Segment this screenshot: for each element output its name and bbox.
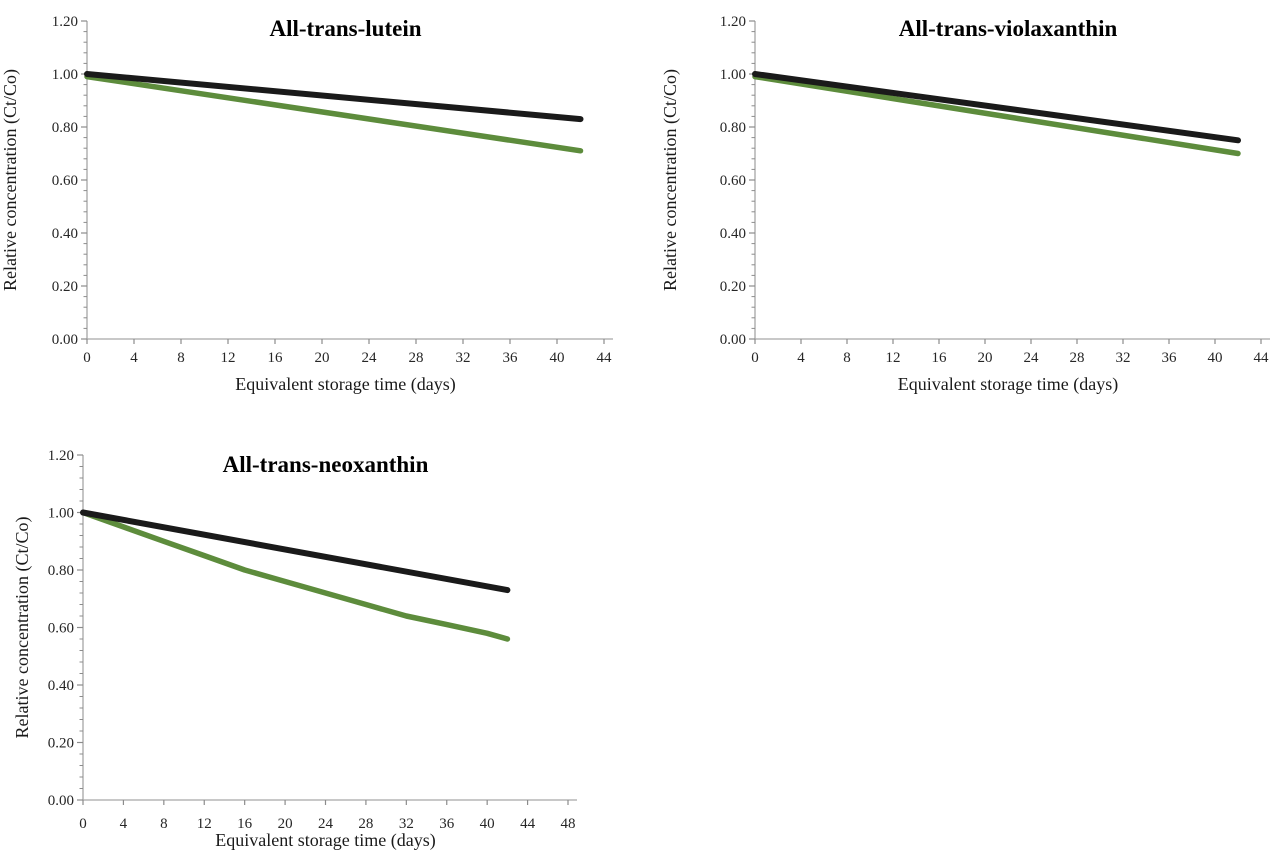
chart-plot-neoxanthin: 0 4 8 12 16 20 24 28 32 36 40 44 480.000.200.400.600… [12,448,577,851]
x-tick-label: 32 [1116,350,1131,366]
x-tick-label: 8 [843,350,851,366]
y-tick-label: 0.00 [720,332,746,348]
x-tick-label: 12 [221,350,236,366]
x-tick-label: 24 [362,350,378,366]
y-axis-label: Relative concentration (Ct/Co) [660,69,681,291]
series-black-line [80,509,511,594]
x-axis-label: Equivalent storage time (days) [235,374,455,395]
x-tick-label: 8 [160,816,168,832]
y-axis-label: Relative concentration (Ct/Co) [0,69,21,291]
x-tick-label: 12 [886,350,901,366]
y-tick-label: 0.40 [720,226,746,242]
tick-labels: 0 4 8 12 16 20 24 28 32 36 40 44 480.000.200.400.600… [48,448,576,832]
series-black-line [84,71,584,123]
chart-all-trans-neoxanthin: 0 4 8 12 16 20 24 28 32 36 40 44 48 0.00 0.20 0.40 0.60 0… [0,430,660,858]
x-axis-label: Equivalent storage time (days) [898,374,1118,395]
y-tick-label: 0.00 [52,332,78,348]
tick-labels: 0 4 8 12 16 20 24 28 32 36 40 44 0.00 0.20 0.40 0.60 0.8… [720,14,1269,366]
x-tick-label: 16 [237,816,253,832]
series-lines [80,509,511,642]
series-green-line [84,73,584,154]
y-tick-label: 0.60 [52,173,78,189]
y-tick-label: 1.20 [48,448,74,464]
y-axis-label: Relative concentration (Ct/Co) [12,517,33,739]
x-tick-label: 12 [197,816,212,832]
axes [81,20,613,344]
x-tick-label: 32 [456,350,471,366]
x-tick-label: 40 [480,816,495,832]
x-tick-label: 20 [315,350,330,366]
x-tick-label: 4 [130,350,138,366]
y-tick-label: 1.20 [52,14,78,30]
y-tick-label: 0.80 [52,120,78,136]
y-tick-label: 0.40 [52,226,78,242]
series-green-line [752,73,1241,157]
x-tick-label: 44 [520,816,536,832]
x-tick-label: 0 [79,816,87,832]
y-tick-label: 0.40 [48,678,74,694]
y-tick-label: 1.00 [720,67,746,83]
x-tick-label: 28 [409,350,424,366]
x-tick-label: 24 [318,816,334,832]
axes [77,454,577,805]
y-tick-label: 0.80 [48,563,74,579]
chart-title: All-trans-violaxanthin [899,16,1118,41]
chart-all-trans-lutein: 0 4 8 12 16 20 24 28 32 36 40 44 0.00 0.20 0.40 0.60 0.8… [0,0,640,417]
x-tick-label: 48 [561,816,576,832]
x-tick-label: 36 [439,816,455,832]
axes [749,20,1270,344]
y-tick-label: 1.00 [48,506,74,522]
y-tick-label: 1.20 [720,14,746,30]
x-tick-label: 28 [1070,350,1085,366]
x-tick-label: 36 [503,350,519,366]
chart-all-trans-violaxanthin: 0 4 8 12 16 20 24 28 32 36 40 44 0.00 0.20 0.40 0.60 0.8… [640,0,1274,417]
chart-title: All-trans-neoxanthin [223,452,429,477]
x-tick-label: 20 [278,816,293,832]
x-tick-label: 0 [83,350,91,366]
x-tick-label: 32 [399,816,414,832]
series-black-line [752,71,1241,144]
series-lines [752,71,1241,157]
x-tick-label: 16 [932,350,948,366]
x-tick-label: 40 [1208,350,1223,366]
x-tick-label: 4 [120,816,128,832]
x-tick-label: 8 [177,350,185,366]
y-tick-label: 0.20 [720,279,746,295]
x-tick-label: 44 [597,350,613,366]
x-tick-label: 36 [1162,350,1178,366]
x-tick-label: 24 [1024,350,1040,366]
x-tick-label: 44 [1254,350,1270,366]
x-tick-label: 28 [358,816,373,832]
y-tick-label: 0.00 [48,793,74,809]
x-tick-label: 16 [268,350,284,366]
chart-plot-lutein: 0 4 8 12 16 20 24 28 32 36 40 44 0.00 0.20 0.40 0.60 0.8… [0,14,613,395]
chart-plot-violaxanthin: 0 4 8 12 16 20 24 28 32 36 40 44 0.00 0.20 0.40 0.60 0.8… [660,14,1270,395]
y-tick-label: 1.00 [52,67,78,83]
x-tick-label: 40 [550,350,565,366]
y-tick-label: 0.60 [48,621,74,637]
y-tick-label: 0.20 [52,279,78,295]
chart-title: All-trans-lutein [269,16,421,41]
y-tick-label: 0.80 [720,120,746,136]
y-tick-label: 0.20 [48,736,74,752]
x-axis-label: Equivalent storage time (days) [215,830,435,851]
y-tick-label: 0.60 [720,173,746,189]
series-lines [84,71,584,154]
x-tick-label: 20 [978,350,993,366]
x-tick-label: 4 [797,350,805,366]
tick-labels: 0 4 8 12 16 20 24 28 32 36 40 44 0.00 0.20 0.40 0.60 0.8… [52,14,612,366]
x-tick-label: 0 [751,350,759,366]
series-green-line [80,509,511,642]
